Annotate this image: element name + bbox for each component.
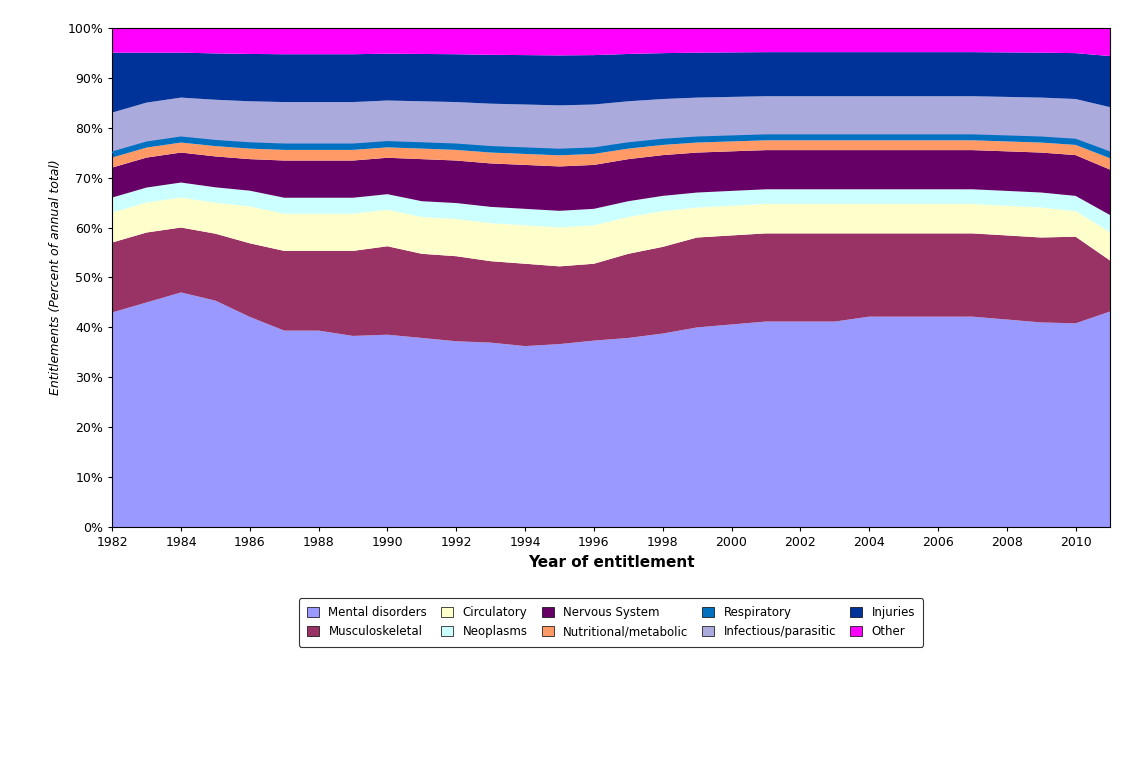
Y-axis label: Entitlements (Percent of annual total): Entitlements (Percent of annual total) — [48, 160, 62, 396]
Legend: Mental disorders, Musculoskeletal, Circulatory, Neoplasms, Nervous System, Nutri: Mental disorders, Musculoskeletal, Circu… — [299, 598, 924, 646]
X-axis label: Year of entitlement: Year of entitlement — [528, 555, 694, 570]
